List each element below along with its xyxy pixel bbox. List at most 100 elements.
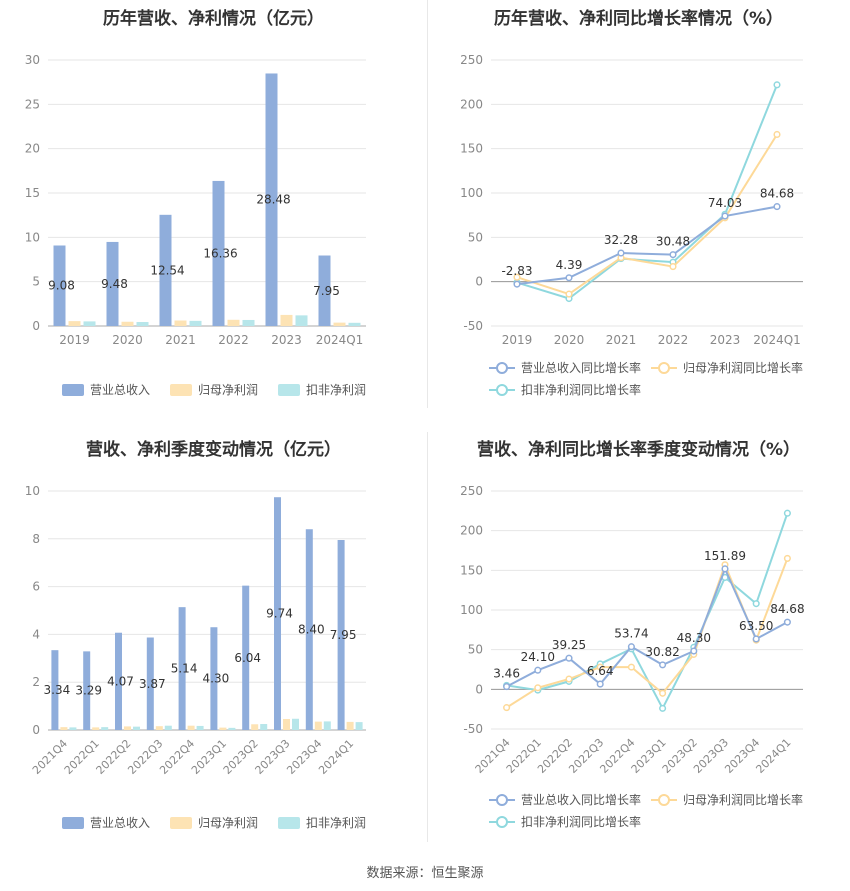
bar-revenue bbox=[51, 650, 59, 730]
bar-deducted-profit bbox=[164, 725, 172, 730]
data-label: 53.74 bbox=[614, 627, 648, 641]
bar-revenue bbox=[337, 539, 345, 730]
point-revenue-growth bbox=[513, 280, 521, 288]
data-label: 4.39 bbox=[556, 258, 583, 272]
bar-deducted-profit bbox=[83, 321, 96, 326]
y-tick-label: 6 bbox=[32, 580, 40, 594]
data-label: 3.34 bbox=[44, 683, 71, 697]
bar-deducted-profit bbox=[69, 727, 77, 730]
panel-quarterly-bar: 营收、净利季度变动情况（亿元） 0 2 4 6 8 10 3.34 2021Q4 3.29 202… bbox=[0, 425, 427, 850]
bar-revenue bbox=[305, 529, 313, 730]
legend-label: 扣非净利润同比增长率 bbox=[521, 814, 641, 829]
line-deducted-profit-growth bbox=[506, 512, 789, 711]
legend-swatch bbox=[62, 817, 84, 829]
point-net-profit-growth bbox=[565, 675, 573, 683]
bar-net-profit bbox=[227, 319, 240, 326]
y-tick-label: 0 bbox=[475, 275, 483, 289]
legend-label: 营业总收入 bbox=[90, 816, 150, 830]
legend-marker bbox=[658, 794, 670, 806]
point-revenue-growth bbox=[659, 661, 667, 669]
chart-title: 营收、净利同比增长率季度变动情况（%） bbox=[476, 440, 801, 460]
point-deducted-profit-growth bbox=[752, 600, 760, 608]
data-label: -2.83 bbox=[501, 264, 532, 278]
data-label: 4.30 bbox=[203, 672, 230, 686]
y-tick-label: 15 bbox=[25, 186, 40, 200]
point-revenue-growth bbox=[617, 249, 625, 257]
data-label: 63.50 bbox=[739, 619, 773, 633]
point-net-profit-growth bbox=[513, 273, 521, 281]
chart-title: 营收、净利季度变动情况（亿元） bbox=[86, 440, 341, 460]
legend-swatch bbox=[170, 384, 192, 396]
bar-net-profit bbox=[60, 727, 68, 730]
x-tick-label: 2023 bbox=[271, 333, 302, 347]
panel-quarterly-growth: 营收、净利同比增长率季度变动情况（%） -50 0 50 100 150 200 250 3.… bbox=[427, 425, 850, 850]
y-tick-label: 100 bbox=[460, 603, 483, 617]
point-deducted-profit-growth bbox=[659, 704, 667, 712]
data-label: 151.89 bbox=[704, 549, 746, 563]
legend-marker bbox=[496, 794, 508, 806]
legend-label: 归母净利润同比增长率 bbox=[683, 360, 803, 375]
quarterly-revenue-profit-bar-chart: 02468103.342021Q43.292022Q14.072022Q23.8… bbox=[25, 484, 366, 830]
divider-bottom bbox=[427, 432, 428, 842]
point-net-profit-growth bbox=[659, 689, 667, 697]
bar-net-profit bbox=[333, 322, 346, 326]
legend-label: 归母净利润 bbox=[198, 816, 258, 830]
legend-marker bbox=[496, 384, 508, 396]
bar-deducted-profit bbox=[292, 718, 299, 730]
y-tick-label: -50 bbox=[463, 722, 483, 736]
legend-label: 归母净利润 bbox=[198, 383, 258, 397]
y-tick-label: 150 bbox=[460, 563, 483, 577]
legend-swatch bbox=[62, 384, 84, 396]
y-tick-label: 5 bbox=[32, 275, 40, 289]
point-net-profit-growth bbox=[565, 290, 573, 298]
chart-title: 历年营收、净利同比增长率情况（%） bbox=[493, 9, 784, 29]
bar-deducted-profit bbox=[196, 725, 204, 730]
line-net-profit-growth bbox=[516, 133, 778, 296]
x-tick-label: 2021 bbox=[606, 333, 637, 347]
y-tick-label: 4 bbox=[32, 627, 40, 641]
bar-revenue bbox=[212, 180, 225, 326]
data-label: 9.08 bbox=[48, 279, 75, 293]
bar-revenue bbox=[265, 73, 278, 327]
bar-revenue bbox=[83, 651, 91, 730]
y-tick-label: 50 bbox=[468, 230, 483, 244]
data-source-note: 数据来源：恒生聚源 bbox=[366, 866, 484, 881]
x-tick-label: 2019 bbox=[502, 333, 533, 347]
divider-top bbox=[427, 0, 428, 408]
data-label: 12.54 bbox=[150, 263, 184, 277]
y-tick-label: 200 bbox=[460, 97, 483, 111]
legend-swatch bbox=[170, 817, 192, 829]
legend-label: 扣非净利润同比增长率 bbox=[521, 382, 641, 397]
data-label: 32.28 bbox=[604, 233, 638, 247]
annual-growth-line-chart: -50 0 50 100 150 200 250 -2.83 4.39 32.28 30.48 74.… bbox=[460, 53, 803, 397]
data-label: 9.48 bbox=[101, 277, 128, 291]
data-label: 28.48 bbox=[256, 193, 290, 207]
bar-net-profit bbox=[92, 727, 100, 730]
point-revenue-growth bbox=[773, 203, 781, 211]
legend-marker bbox=[496, 816, 508, 828]
point-revenue-growth bbox=[565, 274, 573, 282]
bar-net-profit bbox=[174, 320, 187, 326]
y-tick-label: 0 bbox=[32, 723, 40, 737]
data-label: 3.87 bbox=[139, 677, 166, 691]
y-tick-label: -50 bbox=[463, 319, 483, 333]
x-tick-label: 2024Q1 bbox=[753, 736, 793, 776]
bar-net-profit bbox=[121, 321, 134, 326]
data-label: 3.29 bbox=[75, 684, 102, 698]
line-deducted-profit-growth bbox=[516, 84, 778, 300]
bar-revenue bbox=[115, 632, 122, 730]
x-tick-label: 2024Q1 bbox=[753, 333, 801, 347]
y-tick-label: 10 bbox=[25, 484, 40, 498]
data-label: 30.48 bbox=[656, 235, 690, 249]
y-tick-label: 150 bbox=[460, 142, 483, 156]
y-tick-label: 250 bbox=[460, 53, 483, 67]
line-revenue-growth bbox=[516, 205, 778, 286]
bar-net-profit bbox=[346, 721, 354, 730]
bar-net-profit bbox=[219, 727, 227, 730]
legend-swatch bbox=[278, 384, 300, 396]
legend-marker bbox=[658, 362, 670, 374]
legend-label: 营业总收入同比增长率 bbox=[521, 792, 641, 807]
bar-revenue bbox=[318, 255, 331, 326]
y-tick-label: 0 bbox=[32, 319, 40, 333]
point-revenue-growth bbox=[721, 212, 729, 220]
